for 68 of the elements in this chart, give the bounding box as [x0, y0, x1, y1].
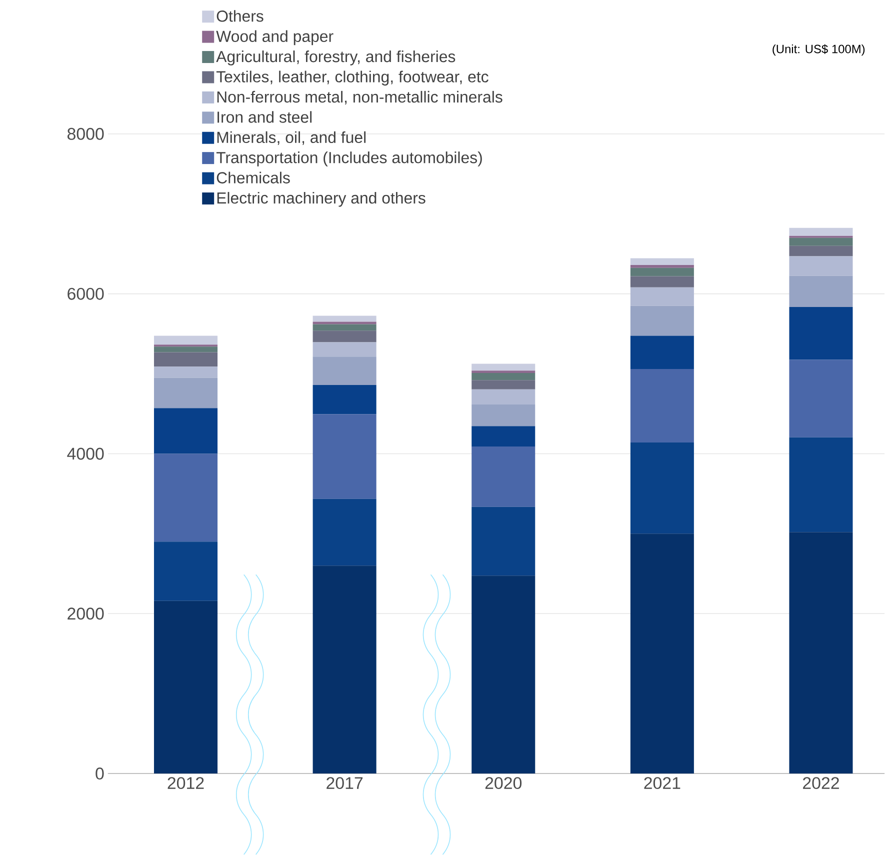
- bar: [472, 389, 536, 405]
- bar: [472, 370, 536, 374]
- bar: [472, 364, 536, 371]
- bar: [472, 380, 536, 390]
- bar: [472, 506, 536, 576]
- bar: [789, 246, 853, 256]
- bar: [312, 316, 376, 322]
- bar: [630, 336, 694, 370]
- y-tick-label: 2000: [68, 608, 104, 620]
- bar: [630, 287, 694, 306]
- legend-label: Transportation (Includes automobiles): [216, 152, 482, 166]
- x-tick-label: 2020: [485, 777, 522, 790]
- bar: [312, 324, 376, 331]
- bar: [789, 256, 853, 276]
- legend-label: Others: [216, 10, 264, 22]
- legend-label: Minerals, oil, and fuel: [217, 131, 366, 145]
- bar: [312, 342, 376, 357]
- bar: [630, 258, 694, 266]
- bar: [312, 356, 376, 386]
- x-tick-label: 2012: [168, 777, 204, 790]
- bar: [789, 532, 853, 774]
- bar: [630, 306, 694, 336]
- bar: [789, 437, 853, 532]
- bar: [472, 373, 536, 380]
- legend-label: Non-ferrous metal, non-metallic minerals: [217, 90, 502, 105]
- legend-label: Textiles, leather, clothing, footwear, etc: [216, 70, 488, 86]
- text: (Unit: US$ 100M): [772, 44, 865, 56]
- bar: [789, 360, 853, 438]
- y-tick-label: 6000: [68, 288, 104, 300]
- bar: [472, 576, 536, 774]
- bar: [630, 369, 694, 443]
- legend-label: Wood and paper: [216, 30, 334, 46]
- bar: [312, 414, 376, 499]
- legend-label: Agricultural, forestry, and fisheries: [216, 50, 456, 66]
- bar: [472, 446, 536, 507]
- bar: [154, 600, 218, 774]
- bar: [312, 385, 376, 414]
- y-tick-label: 8000: [68, 128, 104, 140]
- bar: [154, 346, 218, 352]
- bar: [789, 228, 853, 236]
- legend-label: Chemicals: [216, 172, 290, 184]
- bar: [154, 352, 218, 367]
- bar: [789, 238, 853, 246]
- bar: [154, 542, 218, 601]
- bar: [312, 566, 376, 774]
- bar: [630, 442, 694, 534]
- bar: [630, 268, 694, 276]
- bar: [789, 307, 853, 360]
- y-tick-label: 4000: [67, 448, 104, 460]
- bar: [630, 265, 694, 268]
- bar: [154, 454, 218, 542]
- bar: [472, 426, 536, 447]
- x-tick-label: 2017: [326, 777, 363, 790]
- legend-label: Electric machinery and others: [217, 192, 426, 207]
- x-tick-label: 2021: [644, 777, 680, 790]
- bar: [312, 498, 376, 566]
- x-tick-label: 2022: [803, 777, 839, 790]
- bar: [312, 330, 376, 342]
- bar: [154, 336, 218, 345]
- y-tick-label: 0: [96, 768, 104, 780]
- bar: [154, 408, 218, 454]
- legend-label: Iron and steel: [218, 111, 312, 123]
- bar: [472, 404, 536, 426]
- bar: [789, 276, 853, 308]
- bar: [630, 276, 694, 288]
- bar: [154, 378, 218, 408]
- bar: [154, 366, 218, 378]
- bar: [630, 534, 694, 774]
